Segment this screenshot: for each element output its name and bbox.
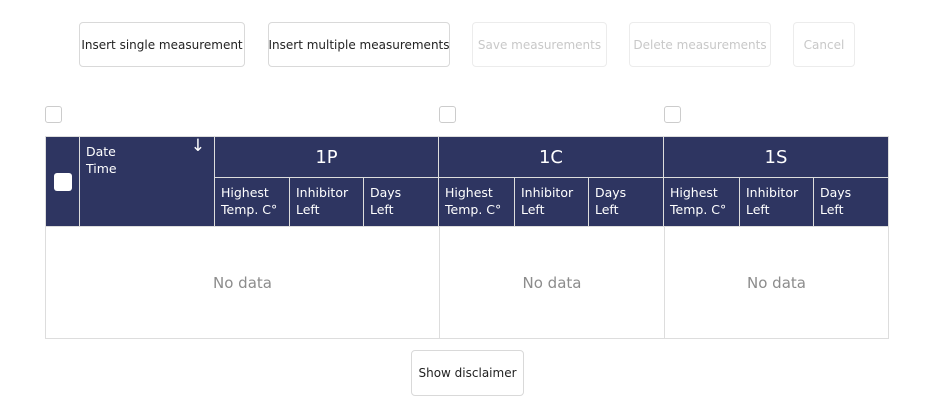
days-left-header[interactable]: Days Left [814, 178, 889, 227]
select-all-checkbox[interactable] [54, 173, 72, 191]
header-text: Highest [670, 185, 718, 200]
header-text: Inhibitor [521, 185, 574, 200]
empty-state-1p: No data [45, 227, 440, 339]
inhibitor-left-header[interactable]: Inhibitor Left [740, 178, 814, 227]
header-text: Temp. C° [221, 202, 278, 217]
header-text: Inhibitor [296, 185, 349, 200]
insert-multiple-measurements-button[interactable]: Insert multiple measurements [268, 22, 450, 67]
date-time-header[interactable]: Date Time ↓ [80, 136, 215, 227]
header-text: Left [820, 202, 844, 217]
show-disclaimer-button[interactable]: Show disclaimer [411, 350, 524, 396]
days-left-header[interactable]: Days Left [589, 178, 664, 227]
empty-state-1c: No data [439, 227, 665, 339]
group-checkbox-1p[interactable] [45, 106, 62, 123]
days-left-header[interactable]: Days Left [364, 178, 439, 227]
save-measurements-button[interactable]: Save measurements [472, 22, 607, 67]
header-text: Inhibitor [746, 185, 799, 200]
delete-measurements-button[interactable]: Delete measurements [629, 22, 771, 67]
header-text: Temp. C° [445, 202, 502, 217]
header-text: Highest [445, 185, 493, 200]
header-text: Left [521, 202, 545, 217]
highest-temp-header[interactable]: Highest Temp. C° [215, 178, 290, 227]
header-text: Temp. C° [670, 202, 727, 217]
header-text: Left [595, 202, 619, 217]
time-label: Time [86, 161, 117, 176]
header-text: Days [595, 185, 627, 200]
inhibitor-left-header[interactable]: Inhibitor Left [515, 178, 589, 227]
sort-descending-icon[interactable]: ↓ [190, 136, 205, 156]
header-text: Left [370, 202, 394, 217]
header-text: Days [820, 185, 852, 200]
group-header-1s: 1S [664, 136, 889, 178]
insert-single-measurement-button[interactable]: Insert single measurement [79, 22, 245, 67]
empty-state-1s: No data [664, 227, 889, 339]
inhibitor-left-header[interactable]: Inhibitor Left [290, 178, 364, 227]
date-label: Date [86, 144, 116, 159]
header-text: Highest [221, 185, 269, 200]
header-text: Days [370, 185, 402, 200]
group-checkbox-1c[interactable] [439, 106, 456, 123]
highest-temp-header[interactable]: Highest Temp. C° [664, 178, 740, 227]
cancel-button[interactable]: Cancel [793, 22, 855, 67]
select-all-cell [45, 136, 80, 227]
group-header-1p: 1P [215, 136, 439, 178]
header-text: Left [296, 202, 320, 217]
highest-temp-header[interactable]: Highest Temp. C° [439, 178, 515, 227]
group-header-1c: 1C [439, 136, 664, 178]
header-text: Left [746, 202, 770, 217]
group-checkbox-1s[interactable] [664, 106, 681, 123]
